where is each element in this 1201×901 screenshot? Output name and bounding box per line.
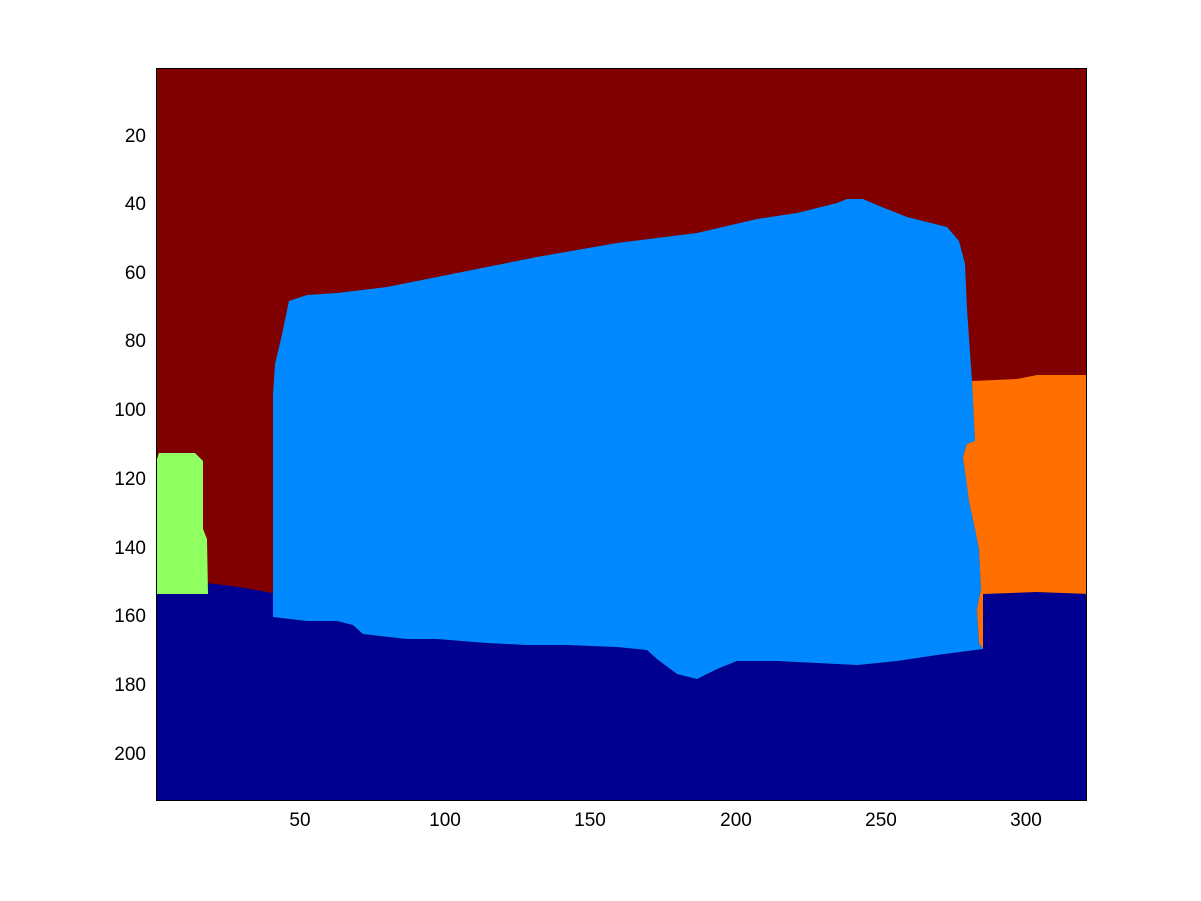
- y-tick-label: 120: [114, 469, 146, 490]
- y-tick-label: 60: [124, 263, 146, 284]
- y-tick-label: 160: [114, 606, 146, 627]
- y-tick-label: 180: [114, 675, 146, 696]
- right-object-region: [963, 375, 1086, 649]
- x-tick-label: 300: [1010, 810, 1042, 831]
- x-tick-label: 150: [574, 810, 606, 831]
- x-tick-label: 200: [720, 810, 752, 831]
- segmentation-map: [157, 69, 1086, 800]
- main-object-region: [273, 199, 983, 679]
- y-tick-label: 80: [124, 331, 146, 352]
- plot-area: [156, 68, 1087, 801]
- y-tick-label: 40: [124, 194, 146, 215]
- y-tick-label: 20: [124, 126, 146, 147]
- x-tick-label: 100: [429, 810, 461, 831]
- y-tick-label: 140: [114, 538, 146, 559]
- x-tick-label: 50: [289, 810, 311, 831]
- y-tick-label: 100: [114, 400, 146, 421]
- x-tick-label: 250: [865, 810, 897, 831]
- y-tick-label: 200: [114, 744, 146, 765]
- ground-region: [157, 583, 1086, 800]
- left-object-region: [157, 453, 208, 594]
